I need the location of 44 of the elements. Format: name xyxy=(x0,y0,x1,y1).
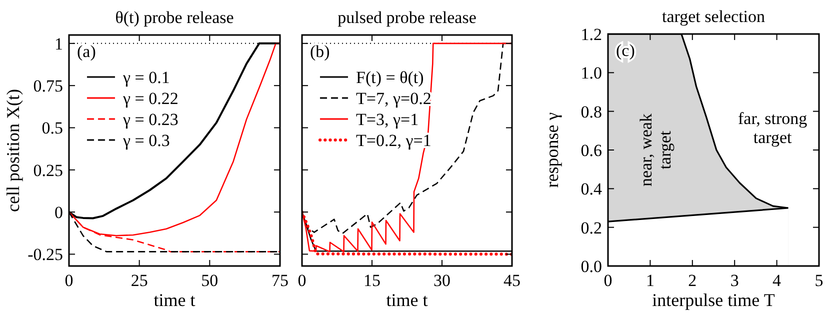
y-tick-label: 1 xyxy=(54,34,63,54)
y-tick-label: 0 xyxy=(54,203,63,222)
x-tick-label: 1 xyxy=(646,271,654,290)
x-tick-label: 15 xyxy=(364,271,380,290)
x-tick-label: 75 xyxy=(272,271,288,290)
annotation: far, strong target xyxy=(738,108,808,147)
y-tick-label: 0.0 xyxy=(580,257,602,276)
x-tick-label: 4 xyxy=(772,271,782,290)
x-axis-title: interpulse time T xyxy=(652,290,775,310)
legend-label: F(t) = θ(t) xyxy=(356,68,424,87)
chart-title: θ(t) probe release xyxy=(115,8,234,27)
legend-label: γ = 0.3 xyxy=(122,131,170,150)
y-tick-label: 0.4 xyxy=(580,180,602,199)
x-axis-title: time t xyxy=(386,290,428,310)
legend-label: T=3, γ=1 xyxy=(356,110,419,129)
chart-title: target selection xyxy=(662,7,766,26)
x-tick-label: 30 xyxy=(434,271,450,290)
x-axis-title: time t xyxy=(154,290,196,310)
legend-label: γ = 0.22 xyxy=(122,89,178,108)
y-axis-title: cell position X(t) xyxy=(3,89,23,212)
annotation: (c) xyxy=(616,41,635,60)
x-tick-label: 3 xyxy=(730,271,739,290)
y-tick-label: 1.2 xyxy=(580,25,602,44)
annotation: (b) xyxy=(310,42,330,61)
x-tick-label: 25 xyxy=(130,271,148,290)
y-tick-label: 0.6 xyxy=(580,141,602,160)
legend-label: γ = 0.1 xyxy=(122,68,170,87)
y-axis-title: response γ xyxy=(542,112,562,188)
chart-title: pulsed probe release xyxy=(338,8,476,27)
x-tick-label: 0 xyxy=(298,271,306,290)
y-tick-label: 1.0 xyxy=(580,64,602,83)
y-tick-label: 0.75 xyxy=(33,76,63,96)
y-tick-label: 0.5 xyxy=(42,118,63,138)
y-tick-label: 0.2 xyxy=(580,218,602,238)
y-tick-label: -0.25 xyxy=(28,245,63,264)
x-tick-label: 2 xyxy=(688,271,697,290)
x-tick-label: 5 xyxy=(814,271,824,290)
x-tick-label: 45 xyxy=(504,271,520,290)
y-tick-label: 0.8 xyxy=(580,102,602,122)
legend-label: γ = 0.23 xyxy=(122,110,178,129)
x-tick-label: 50 xyxy=(201,271,218,290)
y-tick-label: 0.25 xyxy=(33,160,63,180)
annotation: (a) xyxy=(77,42,96,61)
annotation: near, weak target xyxy=(636,113,674,186)
